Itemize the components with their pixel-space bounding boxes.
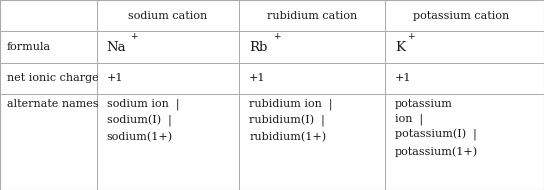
Text: +: + bbox=[273, 32, 281, 41]
Text: alternate names: alternate names bbox=[7, 99, 98, 109]
Text: +1: +1 bbox=[107, 73, 123, 83]
Text: formula: formula bbox=[7, 42, 51, 52]
Text: +1: +1 bbox=[395, 73, 411, 83]
Text: sodium ion  |
sodium(I)  |
sodium(1+): sodium ion | sodium(I) | sodium(1+) bbox=[107, 99, 179, 142]
Text: net ionic charge: net ionic charge bbox=[7, 73, 98, 83]
Text: +: + bbox=[407, 32, 415, 41]
Text: sodium cation: sodium cation bbox=[128, 11, 208, 21]
Text: potassium cation: potassium cation bbox=[413, 11, 509, 21]
Text: Rb: Rb bbox=[249, 40, 268, 54]
Text: K: K bbox=[395, 40, 405, 54]
Text: +: + bbox=[131, 32, 138, 41]
Text: rubidium ion  |
rubidium(I)  |
rubidium(1+): rubidium ion | rubidium(I) | rubidium(1+… bbox=[249, 99, 332, 142]
Text: potassium
ion  |
potassium(I)  |
potassium(1+): potassium ion | potassium(I) | potassium… bbox=[395, 99, 478, 157]
Text: +1: +1 bbox=[249, 73, 265, 83]
Text: Na: Na bbox=[107, 40, 126, 54]
Text: rubidium cation: rubidium cation bbox=[267, 11, 357, 21]
